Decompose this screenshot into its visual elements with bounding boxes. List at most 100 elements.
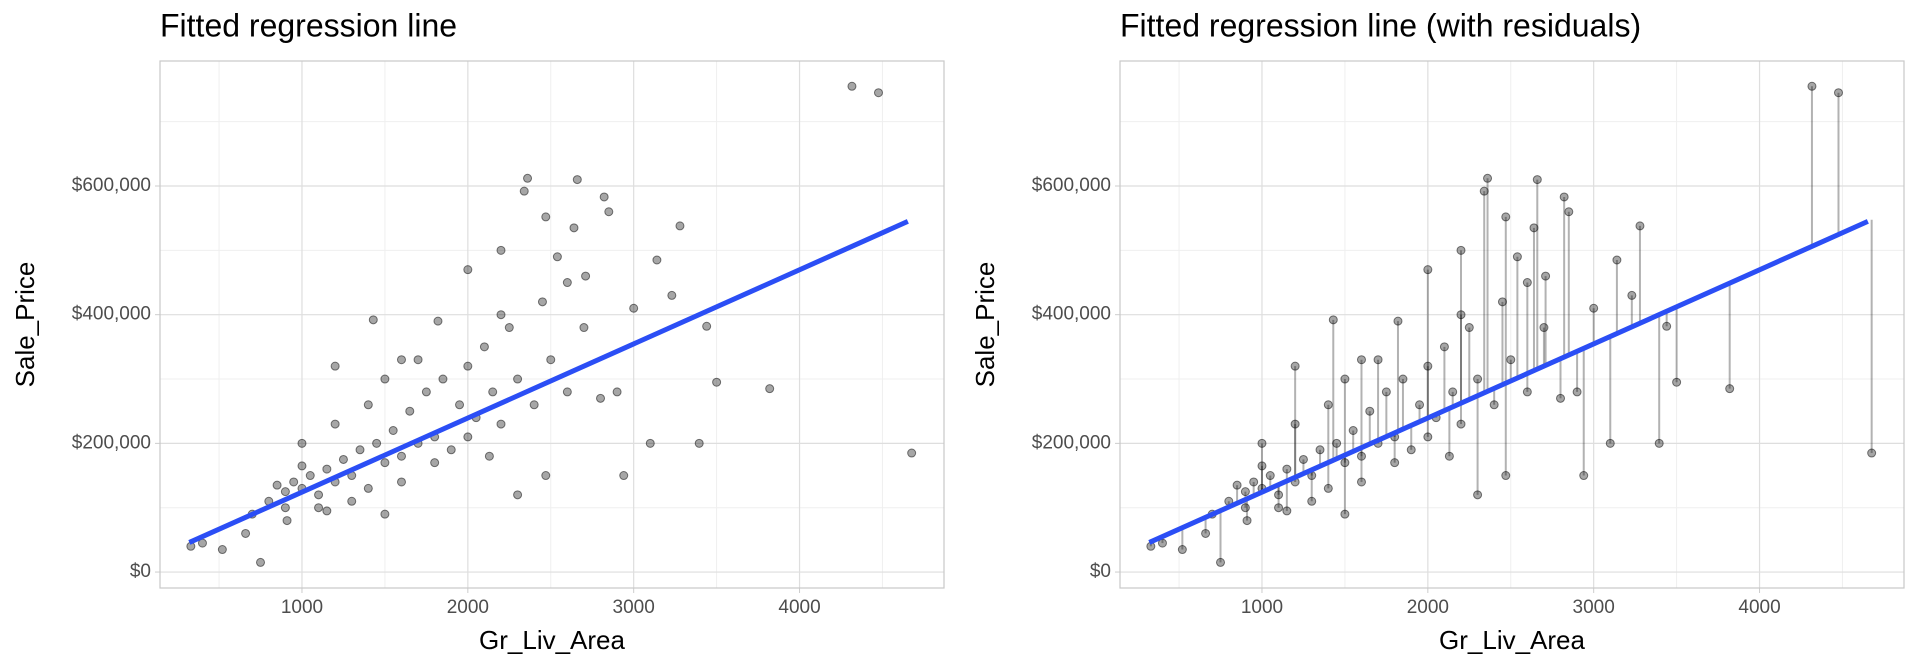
y-tick-label: $0 <box>130 561 151 582</box>
point <box>438 374 448 384</box>
point <box>368 315 378 325</box>
point <box>1559 192 1569 202</box>
point <box>1423 361 1433 371</box>
plot-border <box>1119 60 1905 589</box>
point <box>1332 438 1342 448</box>
point <box>1390 458 1400 468</box>
point <box>1290 361 1300 371</box>
point <box>1340 458 1350 468</box>
y-axis-title: Sale_Price <box>10 262 40 388</box>
point <box>1532 175 1542 185</box>
y-axis-title: Sale_Price <box>970 262 1000 388</box>
point <box>1201 528 1211 538</box>
point <box>1415 400 1425 410</box>
x-tick-label: 1000 <box>281 597 323 618</box>
point <box>484 451 494 461</box>
point <box>1257 461 1267 471</box>
point <box>1365 406 1375 416</box>
point <box>314 490 324 500</box>
plot-background <box>160 61 944 588</box>
x-axis-title: Gr_Liv_Area <box>479 625 625 655</box>
point <box>1242 516 1252 526</box>
point <box>1612 255 1622 265</box>
point <box>1483 173 1493 183</box>
point <box>581 271 591 281</box>
point <box>1444 451 1454 461</box>
point <box>330 361 340 371</box>
point <box>504 323 514 333</box>
point <box>569 223 579 233</box>
point <box>1356 477 1366 487</box>
point <box>430 458 440 468</box>
point <box>496 419 506 429</box>
point <box>529 400 539 410</box>
point <box>380 458 390 468</box>
point <box>675 221 685 231</box>
x-tick-label: 3000 <box>1573 597 1615 618</box>
point <box>537 297 547 307</box>
point <box>1464 323 1474 333</box>
point <box>1398 374 1408 384</box>
point <box>1373 355 1383 365</box>
point <box>455 400 465 410</box>
point <box>652 255 662 265</box>
point <box>1340 509 1350 519</box>
y-tick-label: $200,000 <box>1032 432 1111 453</box>
point <box>463 361 473 371</box>
point <box>572 175 582 185</box>
point <box>1249 477 1259 487</box>
point <box>847 81 857 91</box>
point <box>1393 316 1403 326</box>
point <box>305 471 315 481</box>
point <box>241 528 251 538</box>
point <box>1672 377 1682 387</box>
point <box>496 245 506 255</box>
point <box>363 483 373 493</box>
point <box>372 438 382 448</box>
point <box>1556 393 1566 403</box>
point <box>282 516 292 526</box>
point <box>1356 355 1366 365</box>
fit-line <box>1148 219 1869 545</box>
y-tick-label: $200,000 <box>72 432 151 453</box>
point <box>217 545 227 555</box>
point <box>297 461 307 471</box>
point <box>322 464 332 474</box>
point <box>1265 471 1275 481</box>
plot-border <box>159 60 945 589</box>
point <box>1282 464 1292 474</box>
point <box>1522 278 1532 288</box>
point <box>1356 451 1366 461</box>
chart-title: Fitted regression line (with residuals) <box>1120 7 1641 43</box>
point <box>1512 252 1522 262</box>
point <box>552 252 562 262</box>
point <box>496 310 506 320</box>
point <box>1867 448 1877 458</box>
point <box>1381 387 1391 397</box>
plot-background <box>1120 61 1904 588</box>
point <box>433 316 443 326</box>
point <box>1497 297 1507 307</box>
point <box>604 207 614 217</box>
point <box>421 387 431 397</box>
point <box>396 355 406 365</box>
point <box>396 477 406 487</box>
point <box>1654 438 1664 448</box>
point <box>712 377 722 387</box>
point <box>1456 310 1466 320</box>
point <box>1423 432 1433 442</box>
x-tick-label: 2000 <box>447 597 489 618</box>
point <box>380 509 390 519</box>
y-tick-label: $600,000 <box>72 175 151 196</box>
point <box>596 393 606 403</box>
point <box>355 445 365 455</box>
point <box>541 212 551 222</box>
point <box>1340 374 1350 384</box>
point <box>907 448 917 458</box>
point <box>1282 506 1292 516</box>
point <box>396 451 406 461</box>
point <box>513 490 523 500</box>
point <box>1274 490 1284 500</box>
fit-line <box>188 219 909 545</box>
